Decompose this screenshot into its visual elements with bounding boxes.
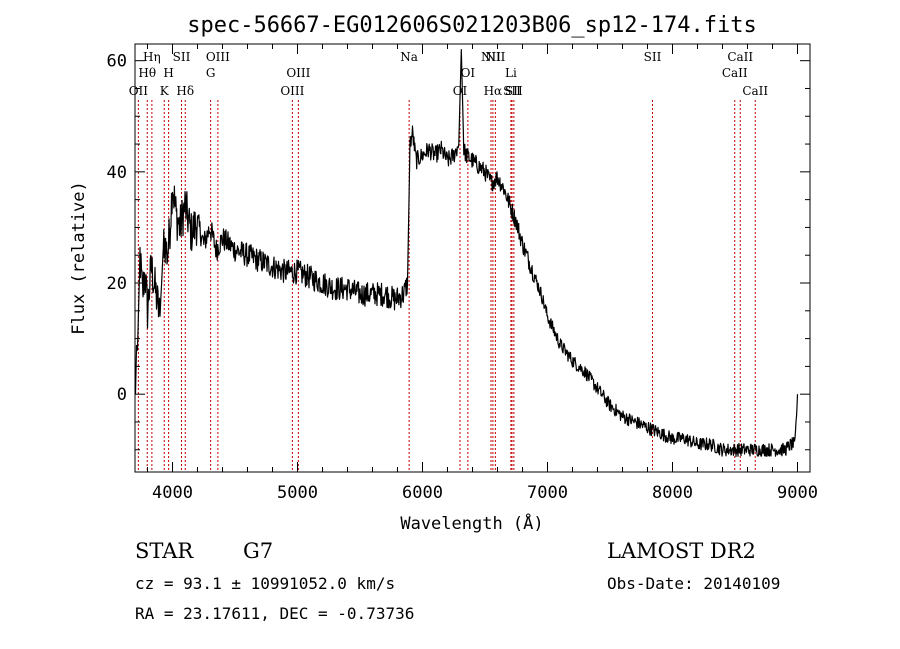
line-marker-label: SII <box>173 50 191 64</box>
plot-frame <box>134 43 811 473</box>
line-marker-label: Hα <box>484 84 503 98</box>
line-marker-label: OIII <box>280 84 304 98</box>
x-tick-label: 5000 <box>277 483 318 503</box>
x-tick-label: 7000 <box>527 483 568 503</box>
y-axis-label: Flux (relative) <box>69 181 89 335</box>
x-tick-labels: 4000 5000 6000 7000 8000 9000 <box>152 483 818 503</box>
x-tick-label: 8000 <box>652 483 693 503</box>
y-tick-label: 60 <box>107 52 127 72</box>
spectrum-line <box>134 48 799 457</box>
line-marker-label: Hθ <box>138 66 156 80</box>
survey-name: LAMOST DR2 <box>607 539 756 563</box>
line-marker-label: CaII <box>727 50 753 64</box>
line-markers: OIIHθHηKHSIIHδGOIIIOIIIOIIINaOIOINIIHαNI… <box>129 50 768 472</box>
object-subclass: G7 <box>243 539 273 563</box>
line-marker-label: CaII <box>742 84 768 98</box>
line-marker-label: NII <box>485 50 505 64</box>
line-marker-label: OIII <box>286 66 310 80</box>
y-tick-labels: 0 20 40 60 <box>107 52 127 406</box>
line-marker-label: H <box>163 66 173 80</box>
x-tick-label: 4000 <box>152 483 193 503</box>
line-marker-label: Na <box>400 50 418 64</box>
y-tick-label: 0 <box>117 385 127 405</box>
line-marker-label: CaII <box>722 66 748 80</box>
coordinates: RA = 23.17611, DEC = -0.73736 <box>135 604 414 623</box>
y-tick-label: 40 <box>107 163 127 183</box>
line-marker-label: Li <box>505 66 517 80</box>
chart-title: spec-56667-EG012606S021203B06_sp12-174.f… <box>187 13 757 38</box>
axis-ticks <box>135 44 810 472</box>
line-marker-label: G <box>206 66 216 80</box>
line-marker-label: OII <box>129 84 149 98</box>
line-marker-label: SII <box>644 50 662 64</box>
redshift-info: cz = 93.1 ± 10991052.0 km/s <box>135 574 395 593</box>
line-marker-label: NII <box>481 50 501 64</box>
line-marker-label: Hη <box>143 50 161 64</box>
line-marker-label: Hδ <box>176 84 194 98</box>
x-axis-label: Wavelength (Å) <box>400 512 543 534</box>
line-marker-label: SII <box>503 84 521 98</box>
line-marker-label: K <box>160 84 170 98</box>
line-marker-label: OIII <box>206 50 230 64</box>
object-class: STAR <box>135 539 194 563</box>
x-tick-label: 6000 <box>402 483 443 503</box>
line-marker-label: OI <box>461 66 476 80</box>
x-tick-label: 9000 <box>777 483 818 503</box>
obs-date: Obs-Date: 20140109 <box>607 574 780 593</box>
y-tick-label: 20 <box>107 274 127 294</box>
line-marker-label: SII <box>505 84 523 98</box>
